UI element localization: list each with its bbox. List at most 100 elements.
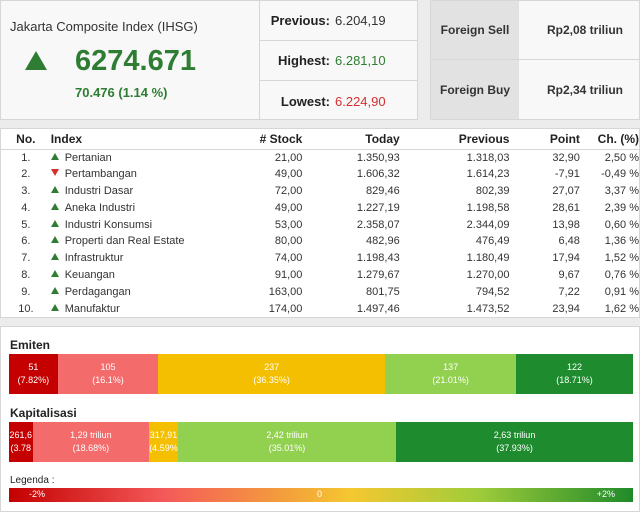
kapitalisasi-title: Kapitalisasi bbox=[10, 406, 77, 420]
cell-stock: 72,00 bbox=[274, 184, 303, 197]
kapitalisasi-segment-percent: (3.78 bbox=[10, 443, 32, 453]
kapitalisasi-bar: 261,6 (3.78 1,29 triliun (18.68%) 317,91 (4.5… bbox=[9, 422, 633, 462]
header-previous: Previous bbox=[399, 129, 510, 150]
index-name: Aneka Industri bbox=[64, 201, 136, 214]
foreign-sell-value: Rp2,08 triliun bbox=[546, 23, 623, 37]
cell-point: 17,94 bbox=[552, 252, 580, 265]
kapitalisasi-segment-percent: (18.68%) bbox=[72, 443, 110, 453]
cell-index: Infrastruktur bbox=[50, 250, 253, 267]
kapitalisasi-segment-value: 2,63 triliun bbox=[493, 430, 536, 440]
index-name: Perdagangan bbox=[64, 285, 131, 298]
cell-no: 7. bbox=[21, 252, 31, 265]
up-arrow-icon bbox=[50, 219, 59, 227]
legend-min: -2% bbox=[29, 489, 46, 499]
lowest-label: Lowest: bbox=[280, 93, 330, 109]
price-levels-panel: Previous: 6.204,19 Highest: 6.281,10 Low… bbox=[260, 0, 418, 120]
ihsg-title: Jakarta Composite Index (IHSG) bbox=[10, 19, 198, 34]
cell-stock: 74,00 bbox=[274, 252, 303, 265]
kapitalisasi-segment-percent: (37.93%) bbox=[496, 443, 533, 453]
cell-today: 1.279,67 bbox=[356, 268, 400, 281]
cell-point: -7,91 bbox=[554, 168, 580, 181]
emiten-segment-value: 122 bbox=[567, 362, 583, 372]
previous-row: Previous: 6.204,19 bbox=[260, 1, 417, 41]
emiten-segment: 51 (7.82%) bbox=[9, 354, 58, 394]
cell-today: 801,75 bbox=[366, 285, 400, 298]
cell-index: Pertanian bbox=[50, 149, 253, 166]
cell-change: -0,49 % bbox=[601, 168, 639, 181]
table-row: 6. Properti dan Real Estate 80,00 482,96 476… bbox=[1, 233, 639, 250]
emiten-title: Emiten bbox=[10, 338, 51, 352]
ihsg-change: 70.476 (1.14 %) bbox=[75, 85, 168, 100]
up-arrow-icon bbox=[50, 152, 59, 160]
previous-label: Previous: bbox=[270, 13, 330, 28]
emiten-segment: 105 (16.1%) bbox=[57, 354, 159, 394]
header-today: Today bbox=[302, 129, 400, 150]
table-row: 2. Pertambangan 49,00 1.606,32 1.614,23 -7,91… bbox=[1, 166, 639, 183]
index-name: Manufaktur bbox=[64, 302, 120, 315]
cell-previous: 802,39 bbox=[475, 184, 510, 197]
foreign-flow-panel: Foreign Sell Rp2,08 triliun Foreign Buy … bbox=[430, 0, 640, 120]
table-row: 7. Infrastruktur 74,00 1.198,43 1.180,49 17,9… bbox=[1, 250, 639, 267]
cell-change: 1,62 % bbox=[604, 302, 639, 315]
table-row: 1. Pertanian 21,00 1.350,93 1.318,03 32,90 2,5… bbox=[1, 149, 639, 166]
cell-stock: 49,00 bbox=[274, 201, 303, 214]
table-row: 9. Perdagangan 163,00 801,75 794,52 7,22 0,91 … bbox=[1, 283, 639, 300]
cell-point: 27,07 bbox=[552, 184, 580, 197]
cell-no: 5. bbox=[21, 218, 31, 231]
cell-no: 9. bbox=[21, 285, 31, 298]
cell-no: 8. bbox=[21, 268, 31, 281]
cell-no: 4. bbox=[21, 201, 31, 214]
cell-stock: 49,00 bbox=[274, 168, 303, 181]
kapitalisasi-segment-value: 2,42 triliun bbox=[266, 430, 308, 440]
lowest-row: Lowest: 6.224,90 bbox=[260, 81, 417, 121]
cell-stock: 53,00 bbox=[274, 218, 303, 231]
cell-change: 0,60 % bbox=[604, 218, 639, 231]
down-arrow-icon bbox=[50, 169, 59, 177]
legend-gradient-bar: -2% 0 +2% bbox=[9, 488, 633, 502]
cell-index: Pertambangan bbox=[50, 166, 253, 183]
kapitalisasi-segment-value: 1,29 triliun bbox=[70, 430, 112, 440]
cell-today: 1.606,32 bbox=[356, 168, 400, 181]
cell-change: 3,37 % bbox=[604, 184, 639, 197]
cell-no: 2. bbox=[21, 168, 31, 181]
emiten-segment: 137 (21.01%) bbox=[385, 354, 517, 394]
kapitalisasi-segment-percent: (35.01%) bbox=[268, 443, 306, 453]
cell-no: 1. bbox=[21, 151, 31, 164]
table-row: 8. Keuangan 91,00 1.279,67 1.270,00 9,67 0,76 … bbox=[1, 267, 639, 284]
up-arrow-icon bbox=[50, 236, 59, 244]
cell-point: 7,22 bbox=[558, 285, 580, 298]
kapitalisasi-segment: 1,29 triliun (18.68%) bbox=[32, 422, 150, 462]
cell-point: 32,90 bbox=[552, 151, 580, 164]
index-name: Keuangan bbox=[64, 268, 115, 281]
cell-point: 13,98 bbox=[552, 218, 580, 231]
highest-label: Highest: bbox=[278, 53, 330, 68]
emiten-segment-percent: (36.35%) bbox=[253, 375, 290, 385]
cell-index: Properti dan Real Estate bbox=[50, 233, 253, 250]
emiten-segment-percent: (7.82%) bbox=[17, 375, 50, 385]
index-name: Infrastruktur bbox=[64, 252, 124, 265]
cell-no: 3. bbox=[21, 184, 31, 197]
emiten-segment-percent: (16.1%) bbox=[92, 375, 124, 385]
lowest-value: 6.224,90 bbox=[335, 93, 386, 109]
cell-previous: 2.344,09 bbox=[466, 218, 510, 231]
header-point: Point bbox=[509, 129, 580, 150]
table-row: 3. Industri Dasar 72,00 829,46 802,39 27,07 3,… bbox=[1, 183, 639, 200]
cell-today: 1.350,93 bbox=[356, 151, 400, 164]
highest-value: 6.281,10 bbox=[335, 53, 386, 68]
table-row: 5. Industri Konsumsi 53,00 2.358,07 2.344,09… bbox=[1, 216, 639, 233]
cell-stock: 80,00 bbox=[274, 235, 303, 248]
cell-change: 2,39 % bbox=[604, 201, 639, 214]
emiten-segment-value: 105 bbox=[100, 362, 116, 372]
kapitalisasi-segment: 2,63 triliun (37.93%) bbox=[396, 422, 633, 462]
distribution-panel: Emiten 51 (7.82%) 105 (16.1%) 237 (36.35%) 137… bbox=[0, 326, 640, 512]
emiten-segment-value: 137 bbox=[443, 362, 459, 372]
foreign-sell-row: Foreign Sell Rp2,08 triliun bbox=[431, 1, 639, 60]
cell-point: 23,94 bbox=[552, 302, 580, 315]
index-name: Industri Dasar bbox=[64, 184, 134, 197]
cell-index: Industri Konsumsi bbox=[50, 216, 253, 233]
table-row: 10. Manufaktur 174,00 1.497,46 1.473,52 23,94… bbox=[1, 300, 639, 317]
index-name: Pertanian bbox=[64, 151, 112, 164]
cell-previous: 1.614,23 bbox=[466, 168, 510, 181]
foreign-buy-row: Foreign Buy Rp2,34 triliun bbox=[431, 60, 639, 119]
ihsg-value: 6274.671 bbox=[75, 45, 196, 77]
